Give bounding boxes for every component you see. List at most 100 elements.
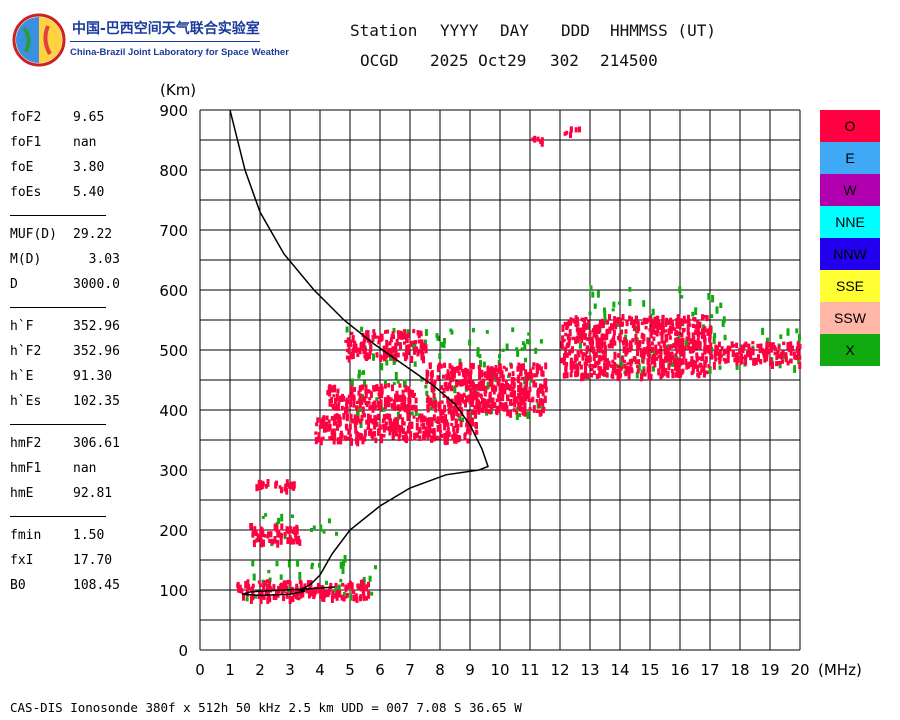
o-echo-mark — [574, 320, 578, 327]
o-echo-mark — [469, 390, 473, 399]
o-echo-mark — [569, 317, 573, 322]
o-echo-mark — [756, 343, 760, 349]
o-echo-mark — [773, 351, 777, 356]
o-echo-mark — [436, 364, 440, 373]
o-echo-mark — [367, 430, 371, 436]
o-echo-mark — [356, 353, 360, 357]
o-echo-mark — [285, 487, 289, 495]
o-echo-mark — [352, 394, 356, 400]
o-echo-mark — [653, 362, 657, 368]
o-echo-mark — [385, 400, 389, 408]
o-echo-mark — [748, 350, 752, 357]
x-tick-label: 12 — [550, 661, 569, 679]
param-row: h`Es 102.35 — [10, 392, 150, 417]
o-echo-mark — [266, 479, 270, 487]
x-echo-mark — [345, 326, 349, 333]
o-echo-mark — [705, 370, 709, 375]
o-echo-mark — [466, 438, 470, 444]
o-echo-mark — [696, 338, 700, 346]
param-row: MUF(D) 29.22 — [10, 225, 150, 250]
o-echo-mark — [338, 592, 341, 597]
o-echo-mark — [276, 539, 280, 548]
o-echo-mark — [789, 350, 793, 356]
o-echo-mark — [464, 400, 467, 408]
o-echo-mark — [328, 384, 332, 392]
o-echo-mark — [744, 354, 748, 359]
x-echo-mark — [361, 371, 365, 375]
o-echo-mark — [603, 354, 607, 359]
o-echo-mark — [694, 342, 698, 350]
x-echo-mark — [342, 559, 346, 567]
o-echo-mark — [294, 535, 298, 542]
o-echo-mark — [693, 364, 697, 369]
o-echo-mark — [661, 322, 664, 330]
o-echo-mark — [264, 591, 268, 596]
o-echo-mark — [571, 336, 575, 341]
o-echo-mark — [377, 429, 381, 436]
o-echo-mark — [394, 345, 398, 349]
x-echo-mark — [628, 299, 632, 306]
x-echo-mark — [396, 379, 400, 384]
o-echo-mark — [575, 357, 579, 361]
o-echo-mark — [406, 332, 410, 339]
o-echo-mark — [583, 342, 587, 346]
x-echo-mark — [677, 334, 681, 342]
o-echo-mark — [257, 580, 261, 584]
o-echo-mark — [508, 372, 511, 377]
o-echo-mark — [481, 379, 485, 385]
o-echo-mark — [373, 332, 377, 338]
o-echo-mark — [327, 591, 331, 596]
header-label-year: YYYY — [440, 21, 479, 40]
o-echo-mark — [362, 343, 366, 352]
param-row: fxI 17.70 — [10, 551, 150, 576]
x-echo-mark — [684, 339, 688, 347]
o-echo-mark — [397, 332, 401, 340]
o-echo-mark — [424, 347, 428, 354]
o-echo-mark — [500, 382, 504, 390]
o-echo-mark — [784, 358, 788, 363]
o-echo-mark — [347, 394, 351, 399]
o-echo-mark — [677, 316, 681, 321]
o-echo-mark — [709, 342, 713, 349]
o-echo-mark — [798, 344, 802, 350]
o-echo-mark — [726, 356, 730, 363]
o-echo-mark — [403, 354, 407, 362]
o-echo-mark — [347, 355, 351, 363]
o-echo-mark — [539, 383, 543, 387]
o-echo-mark — [295, 539, 299, 545]
o-echo-mark — [544, 362, 548, 370]
o-echo-mark — [637, 359, 641, 365]
o-echo-mark — [337, 414, 341, 419]
x-echo-mark — [412, 344, 416, 349]
o-echo-mark — [338, 416, 342, 424]
o-echo-mark — [346, 436, 350, 441]
o-echo-mark — [330, 595, 334, 603]
o-echo-mark — [329, 388, 333, 393]
x-echo-mark — [325, 580, 328, 585]
o-echo-mark — [262, 584, 266, 591]
o-echo-mark — [735, 342, 739, 348]
o-echo-mark — [394, 430, 398, 437]
x-echo-mark — [279, 574, 283, 580]
x-echo-mark — [635, 371, 639, 379]
o-echo-mark — [356, 583, 360, 589]
o-echo-mark — [308, 584, 312, 591]
o-echo-mark — [597, 359, 601, 365]
o-echo-mark — [354, 425, 358, 434]
o-echo-mark — [669, 357, 673, 365]
o-echo-mark — [342, 395, 346, 402]
o-echo-mark — [622, 359, 626, 363]
o-echo-mark — [418, 435, 422, 441]
x-echo-mark — [687, 343, 690, 348]
o-echo-mark — [415, 417, 419, 423]
o-echo-mark — [588, 330, 592, 334]
o-echo-mark — [560, 344, 564, 350]
o-echo-mark — [506, 409, 510, 417]
o-echo-mark — [446, 385, 450, 392]
o-echo-mark — [605, 329, 609, 336]
o-echo-mark — [314, 431, 318, 435]
param-row: D 3000.0 — [10, 275, 150, 300]
o-echo-mark — [517, 362, 521, 369]
o-echo-mark — [517, 385, 521, 393]
o-echo-mark — [688, 323, 692, 327]
